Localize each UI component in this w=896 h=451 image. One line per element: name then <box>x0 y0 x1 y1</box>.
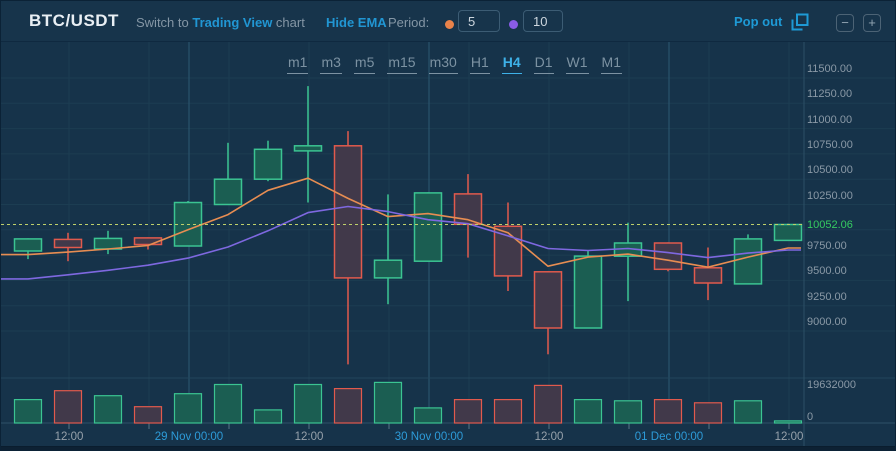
current-price-label: 10052.06 <box>807 218 853 231</box>
trading-view-link[interactable]: Trading View <box>192 15 273 30</box>
timeframe-tab-w1[interactable]: W1 <box>565 54 589 74</box>
candle-body <box>653 242 683 271</box>
zoom-out-button[interactable]: − <box>836 14 854 32</box>
volume-bar <box>93 395 123 424</box>
candle-body <box>373 259 403 279</box>
time-label-date: 01 Dec 00:00 <box>634 431 704 443</box>
price-label: 9000.00 <box>807 316 847 328</box>
switch-suffix: chart <box>272 15 305 30</box>
timeframe-tab-m30[interactable]: m30 <box>428 54 458 74</box>
candle-body <box>333 145 363 279</box>
time-label: 12:00 <box>54 431 84 443</box>
timeframe-tab-m5[interactable]: m5 <box>353 54 376 74</box>
price-label: 10500.00 <box>807 164 853 177</box>
candle-body <box>133 237 163 246</box>
volume-bar <box>453 399 483 424</box>
candle-body <box>573 255 603 329</box>
timeframe-tab-m1[interactable]: m1 <box>287 54 309 74</box>
volume-bar <box>613 400 643 424</box>
volume-bar <box>653 399 683 424</box>
volume-bar <box>573 399 603 424</box>
price-label: 9750.00 <box>807 240 847 253</box>
ema-slow-dot-icon <box>509 20 518 29</box>
price-label: 10750.00 <box>807 138 853 151</box>
candle-body <box>213 178 243 206</box>
volume-bar <box>373 381 403 424</box>
volume-bar <box>493 399 523 424</box>
candle-body <box>773 223 803 242</box>
time-label: 12:00 <box>294 431 324 443</box>
volume-bar <box>773 420 803 424</box>
timeframe-tab-m3[interactable]: m3 <box>320 54 342 74</box>
candle-body <box>733 238 763 285</box>
switch-chart-text: Switch to Trading View chart <box>136 15 305 30</box>
volume-bar <box>53 390 83 424</box>
timeframe-tab-d1[interactable]: D1 <box>533 54 554 74</box>
candle-body <box>693 267 723 284</box>
switch-prefix: Switch to <box>136 15 193 30</box>
time-label-date: 30 Nov 00:00 <box>394 431 464 443</box>
timeframe-tab-m1[interactable]: M1 <box>600 54 622 74</box>
pop-out-icon[interactable] <box>790 12 810 32</box>
candle-body <box>53 238 83 249</box>
volume-bar <box>733 400 763 424</box>
pop-out-button[interactable]: Pop out <box>734 14 783 29</box>
ema-fast-dot-icon <box>445 20 454 29</box>
volume-bar <box>333 388 363 424</box>
time-label-date: 29 Nov 00:00 <box>154 431 224 443</box>
price-label: 9500.00 <box>807 265 847 278</box>
bottom-strip <box>1 446 895 450</box>
price-label: 9250.00 <box>807 290 847 303</box>
ema-fast-period-input[interactable]: 5 <box>458 10 500 32</box>
hide-ema-button[interactable]: Hide EMA <box>326 15 387 30</box>
price-label: 11250.00 <box>807 88 853 101</box>
candle-body <box>533 271 563 329</box>
volume-bar <box>693 402 723 424</box>
volume-bar <box>173 393 203 424</box>
volume-bar <box>213 383 243 424</box>
ema-slow-period-input[interactable]: 10 <box>523 10 563 32</box>
zoom-in-button[interactable]: + <box>863 14 881 32</box>
ema10-line <box>1 205 801 280</box>
period-label: Period: <box>388 15 430 30</box>
candle-body <box>493 225 523 277</box>
chart-header: BTC/USDT Switch to Trading View chart Hi… <box>1 1 895 42</box>
time-label: 12:00 <box>774 431 804 443</box>
candle-body <box>13 238 43 252</box>
volume-bar <box>293 383 323 424</box>
volume-bar <box>413 407 443 424</box>
symbol-title: BTC/USDT <box>29 11 119 30</box>
volume-max-label: 19632000 <box>807 379 856 391</box>
price-label: 11000.00 <box>807 113 853 126</box>
volume-bar <box>133 406 163 424</box>
timeframe-tab-h4[interactable]: H4 <box>501 54 522 74</box>
timeframe-tab-m15[interactable]: m15 <box>387 54 417 74</box>
volume-bar <box>253 409 283 424</box>
timeframe-selector: m1 m3 m5 m15 m30 H1 H4 D1 W1 M1 <box>287 54 634 74</box>
volume-zero-label: 0 <box>807 411 814 423</box>
time-label: 12:00 <box>534 431 564 443</box>
timeframe-tab-h1[interactable]: H1 <box>469 54 490 74</box>
candle-body <box>253 148 283 180</box>
volume-bar <box>13 399 43 424</box>
volume-bar <box>533 384 563 424</box>
price-label: 10250.00 <box>807 189 853 202</box>
price-label: 11500.00 <box>807 63 853 75</box>
candle-body <box>293 145 323 152</box>
candle-body <box>413 192 443 262</box>
